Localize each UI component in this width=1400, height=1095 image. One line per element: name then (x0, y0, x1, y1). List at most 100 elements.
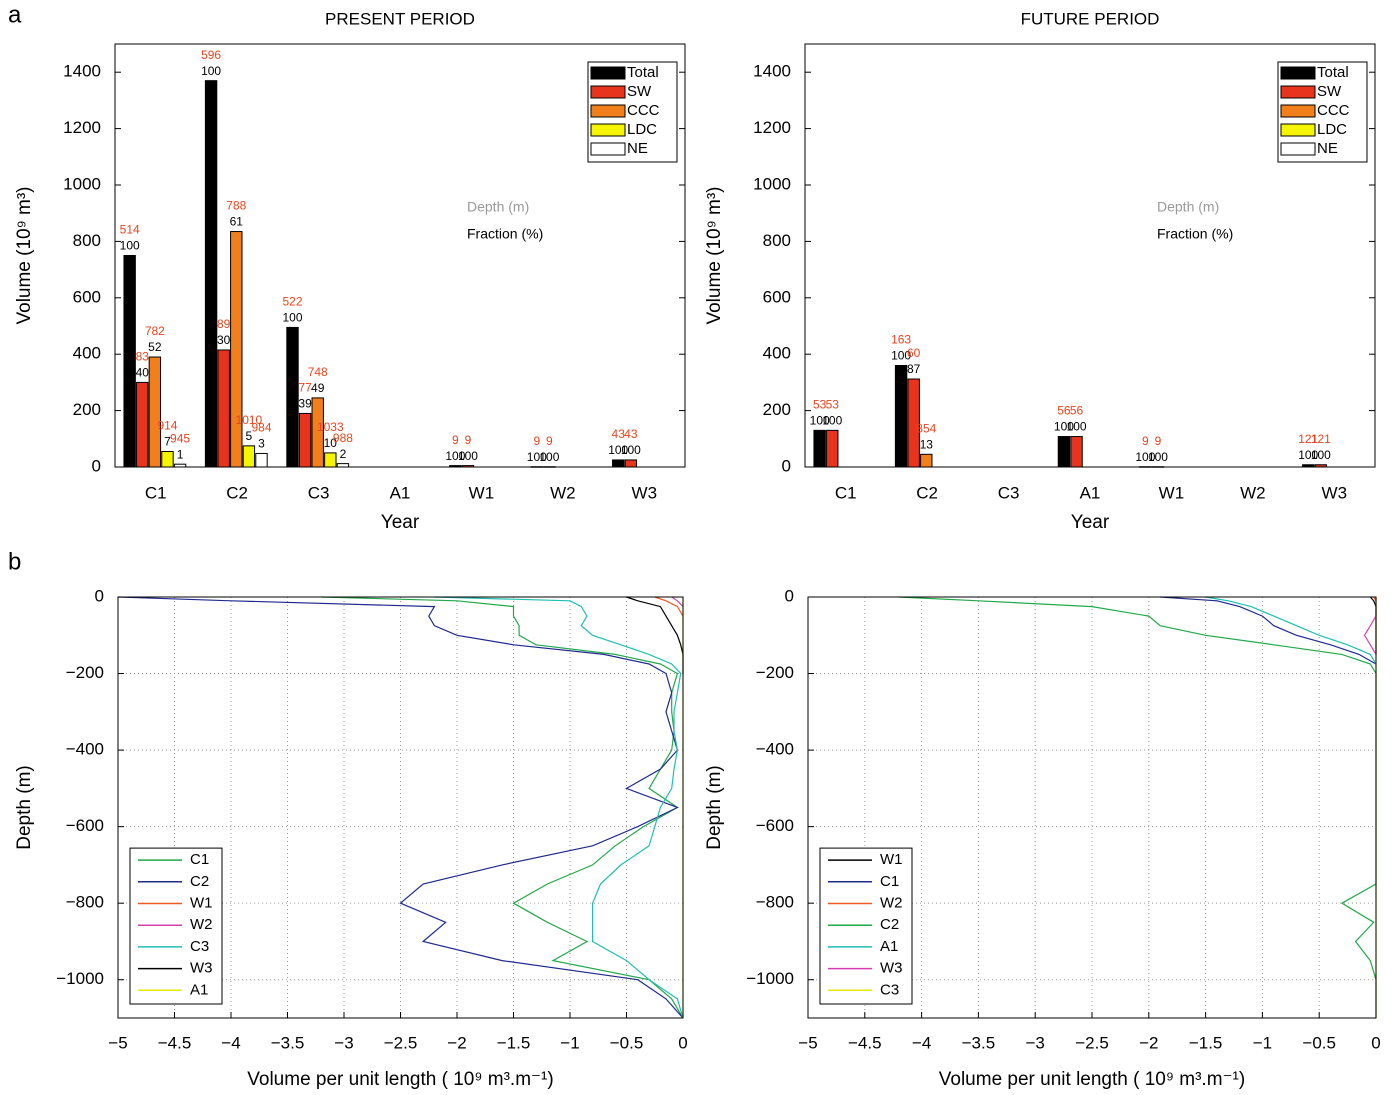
depth-label: 121 (1298, 432, 1318, 446)
legend-label: C1 (190, 851, 209, 868)
fraction-label: 100 (445, 449, 465, 463)
y-axis-label: Volume (10⁹ m³) (14, 186, 35, 324)
y-tick-label: −400 (66, 740, 104, 759)
legend-swatch (1280, 85, 1316, 99)
fraction-label: 100 (120, 239, 140, 253)
y-tick-label: 1200 (753, 118, 791, 137)
x-tick-label: −0.5 (610, 1033, 644, 1052)
y-tick-label: 1400 (63, 62, 101, 81)
fraction-label: 100 (1311, 448, 1331, 462)
x-tick-label: 0 (1371, 1033, 1380, 1052)
x-axis-label: Year (381, 512, 420, 533)
legend-swatch (1280, 66, 1316, 80)
legend-label: W1 (190, 894, 213, 911)
legend-label: Total (627, 64, 659, 81)
x-tick-label: −4.5 (848, 1033, 882, 1052)
data-line (117, 596, 684, 1019)
depth-label: 56 (1057, 404, 1071, 418)
y-tick-label: 200 (73, 400, 101, 419)
legend-label: W3 (880, 960, 903, 977)
fraction-label: 30 (217, 333, 231, 347)
x-tick-label: C1 (145, 483, 167, 502)
y-tick-label: 0 (785, 586, 794, 605)
legend-label: SW (1317, 83, 1342, 100)
x-tick-label: −1.5 (497, 1033, 531, 1052)
bar (230, 231, 243, 468)
y-axis-label: Volume (10⁹ m³) (704, 186, 725, 324)
legend-box (129, 847, 223, 1005)
y-tick-label: 1000 (63, 174, 101, 193)
annotation: Depth (m) (467, 199, 529, 215)
data-line (1205, 596, 1377, 665)
x-tick-label: A1 (1080, 483, 1101, 502)
fraction-label: 100 (810, 414, 830, 428)
y-tick-label: 1400 (753, 62, 791, 81)
x-tick-label: −1.5 (1189, 1033, 1223, 1052)
depth-label: 9 (452, 433, 459, 447)
plot-frame (117, 596, 684, 1019)
legend-swatch (1280, 104, 1316, 118)
fraction-label: 5 (246, 429, 253, 443)
depth-label: 514 (120, 223, 140, 237)
legend-label: W1 (880, 851, 903, 868)
y-tick-label: −200 (756, 663, 794, 682)
depth-label: 56 (1070, 404, 1084, 418)
fraction-label: 100 (1135, 450, 1155, 464)
annotation: Fraction (%) (467, 226, 543, 242)
y-tick-label: 1000 (753, 174, 791, 193)
x-tick-label: −2 (447, 1033, 466, 1052)
y-tick-label: −200 (66, 663, 104, 682)
depth-label: 9 (546, 434, 553, 448)
y-tick-label: 400 (763, 344, 791, 363)
data-line (434, 596, 684, 1019)
depth-label: 9 (1155, 434, 1162, 448)
x-axis-label: Volume per unit length ( 10⁹ m³.m⁻¹) (939, 1069, 1245, 1090)
x-tick-label: −0.5 (1302, 1033, 1336, 1052)
fraction-label: 100 (527, 450, 547, 464)
legend-label: NE (627, 140, 648, 157)
x-tick-label: −1 (1253, 1033, 1272, 1052)
fraction-label: 1 (177, 447, 184, 461)
bar (813, 429, 826, 468)
x-tick-label: −3 (334, 1033, 353, 1052)
depth-label: 43 (612, 427, 626, 441)
bar (826, 429, 839, 468)
legend-label: C1 (880, 873, 899, 890)
x-tick-label: W1 (1159, 483, 1185, 502)
bar (255, 452, 268, 468)
bar (148, 356, 162, 468)
x-tick-label: C3 (998, 483, 1020, 502)
bar (1057, 436, 1071, 468)
y-tick-label: 600 (73, 287, 101, 306)
x-tick-label: −2.5 (384, 1033, 418, 1052)
x-tick-label: −2 (1139, 1033, 1158, 1052)
legend-label: A1 (880, 938, 898, 955)
bar (242, 445, 256, 468)
depth-label: 1033 (317, 420, 344, 434)
fraction-label: 61 (230, 215, 244, 229)
y-tick-label: −400 (756, 740, 794, 759)
y-tick-label: 0 (782, 456, 791, 475)
fraction-label: 49 (311, 381, 325, 395)
y-tick-label: 200 (763, 400, 791, 419)
data-line (626, 596, 684, 674)
data-line (654, 596, 684, 617)
data-line (1363, 597, 1377, 655)
legend-label: C3 (880, 981, 899, 998)
depth-label: 53 (813, 398, 827, 412)
legend-swatch (590, 123, 626, 137)
y-tick-label: −800 (66, 893, 104, 912)
legend-label: C2 (190, 873, 209, 890)
bar (217, 349, 230, 468)
depth-label: 9 (1142, 434, 1149, 448)
legend-label: C2 (880, 916, 899, 933)
annotation: Depth (m) (1157, 199, 1219, 215)
y-tick-label: 0 (95, 586, 104, 605)
x-tick-label: C2 (226, 483, 248, 502)
x-tick-label: A1 (390, 483, 411, 502)
data-line (1160, 596, 1377, 665)
plot-frame (807, 596, 1377, 1019)
data-line (321, 596, 684, 1019)
fraction-label: 2 (340, 447, 347, 461)
fraction-label: 52 (148, 340, 162, 354)
